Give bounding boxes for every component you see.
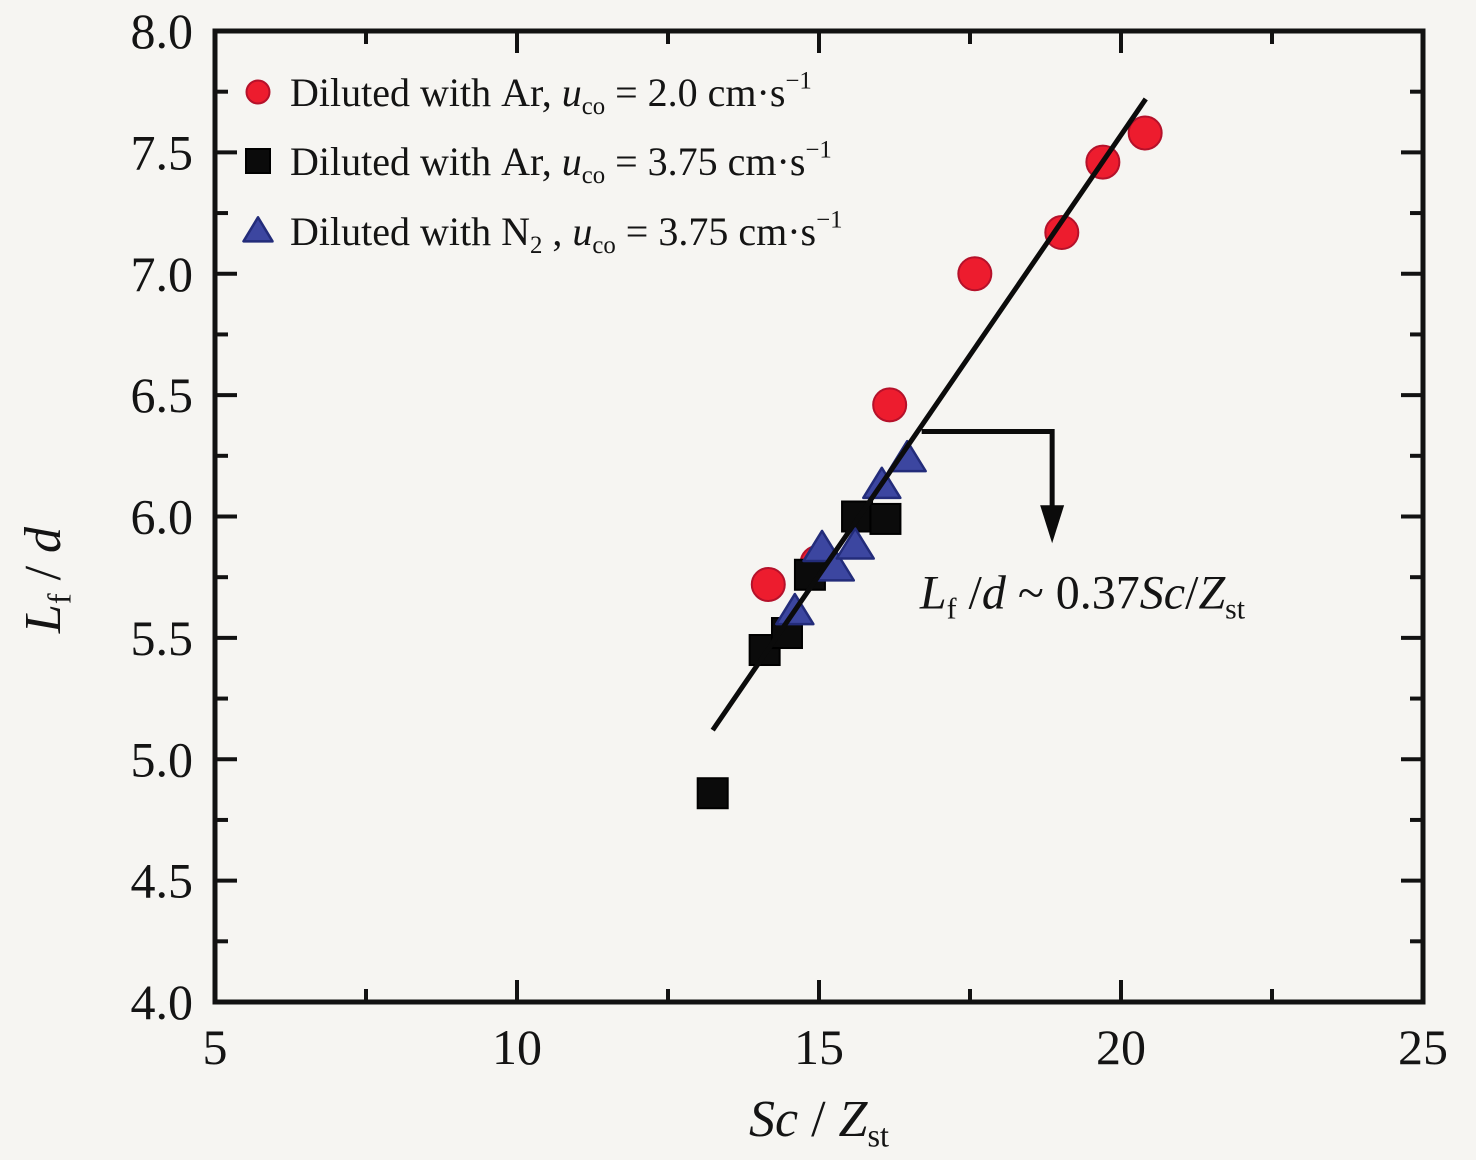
y-axis-title: Lf / d	[15, 526, 77, 634]
data-point-n2-3.75	[835, 527, 875, 560]
legend-label: Diluted with Ar, uco = 3.75 cm·s−1	[290, 136, 832, 189]
fit-line	[710, 97, 1148, 732]
x-axis-title: Sc / Zst	[749, 1091, 889, 1153]
legend-entry-n2-3.75: Diluted with N2 , uco = 3.75 cm·s−1	[242, 206, 843, 259]
legend-entry-ar-3.75: Diluted with Ar, uco = 3.75 cm·s−1	[245, 136, 832, 189]
legend-label: Diluted with N2 , uco = 3.75 cm·s−1	[290, 206, 843, 259]
fit-equation-label: Lf /d ~ 0.37Sc/Zst	[919, 567, 1246, 626]
y-tick-label: 5.5	[131, 610, 194, 666]
data-point-ar-2.0	[957, 256, 993, 292]
y-tick-label: 7.5	[131, 124, 194, 180]
x-tick-label: 10	[492, 1019, 542, 1075]
data-point-ar-3.75	[869, 502, 902, 535]
y-tick-label: 7.0	[131, 246, 194, 302]
legend-circle-icon	[245, 79, 271, 105]
y-tick-label: 6.0	[131, 489, 194, 545]
data-point-ar-3.75	[696, 777, 729, 810]
series-ar-3.75	[696, 500, 902, 810]
x-tick-label: 20	[1096, 1019, 1146, 1075]
legend-triangle-icon	[242, 216, 274, 243]
legend-square-icon	[245, 148, 271, 174]
data-point-ar-2.0	[872, 387, 908, 423]
y-tick-labels: 4.0 4.5 5.0 5.5 6.0 6.5 7.0 7.5 8.0	[131, 3, 194, 1030]
series-ar-2.0	[750, 115, 1163, 602]
data-point-ar-2.0	[1127, 115, 1163, 151]
data-point-ar-2.0	[1044, 214, 1080, 250]
y-tick-label: 6.5	[131, 367, 194, 423]
legend-entry-ar-2.0: Diluted with Ar, uco = 2.0 cm·s−1	[245, 67, 812, 120]
y-tick-label: 4.5	[131, 853, 194, 909]
legend-label: Diluted with Ar, uco = 2.0 cm·s−1	[290, 67, 812, 120]
legend: Diluted with Ar, uco = 2.0 cm·s−1 Diluted…	[242, 67, 843, 259]
axis-ticks	[215, 31, 1423, 1002]
annotation-arrowhead-icon	[1040, 505, 1065, 544]
x-tick-label: 15	[794, 1019, 844, 1075]
x-tick-label: 25	[1398, 1019, 1448, 1075]
y-tick-label: 8.0	[131, 3, 194, 59]
x-tick-labels: 5 10 15 20 25	[203, 1019, 1449, 1075]
x-tick-label: 5	[203, 1019, 228, 1075]
annotation-arrow	[921, 429, 1055, 510]
y-tick-label: 4.0	[131, 974, 194, 1030]
data-point-ar-2.0	[750, 566, 786, 602]
y-tick-label: 5.0	[131, 731, 194, 787]
